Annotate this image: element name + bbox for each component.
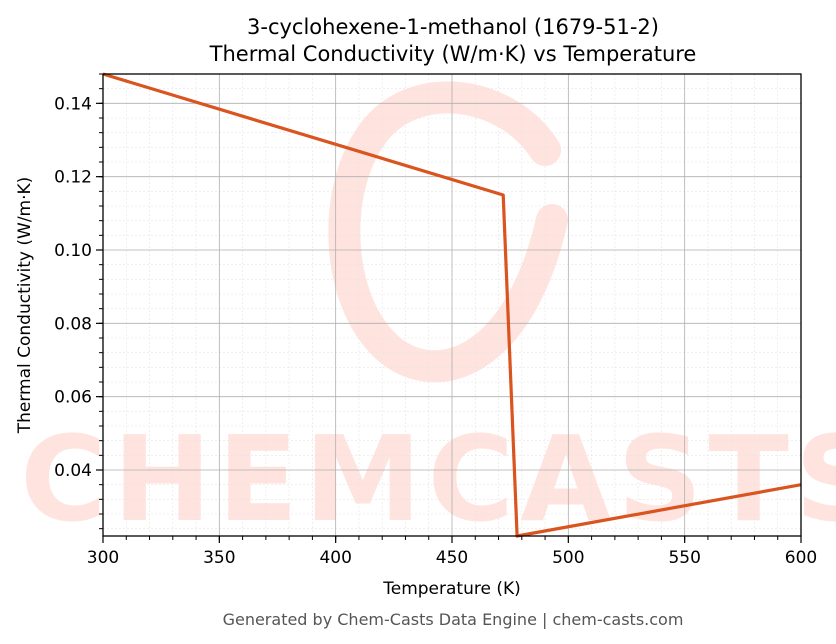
x-tick-label: 600 — [785, 548, 817, 568]
x-axis-label: Temperature (K) — [382, 579, 521, 599]
y-tick-label: 0.10 — [54, 241, 92, 261]
grid — [102, 73, 802, 536]
x-tick-label: 400 — [319, 548, 351, 568]
x-tick-label: 300 — [87, 548, 119, 568]
x-tick-label: 500 — [552, 548, 584, 568]
footer-credit: Generated by Chem-Casts Data Engine | ch… — [223, 610, 684, 629]
series-layer — [102, 72, 802, 538]
watermark-logo — [328, 81, 568, 383]
y-tick-label: 0.14 — [54, 94, 92, 114]
y-axis-label: Thermal Conductivity (W/m·K) — [15, 177, 35, 435]
ticks: 300 350 400 450 500 550 600 0.04 0.06 0.08 0.10 0.1… — [54, 73, 817, 568]
series-line — [102, 72, 802, 538]
x-tick-label: 550 — [668, 548, 700, 568]
y-tick-label: 0.06 — [54, 388, 92, 408]
y-tick-label: 0.08 — [54, 314, 92, 334]
watermark-text: CHEMCASTS — [20, 410, 836, 548]
plot-area: CHEMCASTS — [20, 74, 836, 548]
y-tick-label: 0.12 — [54, 168, 92, 188]
y-tick-label: 0.04 — [54, 461, 92, 481]
chart-subtitle: Thermal Conductivity (W/m·K) vs Temperat… — [209, 42, 697, 66]
x-tick-label: 450 — [436, 548, 468, 568]
chart-title: 3-cyclohexene-1-methanol (1679-51-2) — [247, 15, 659, 39]
x-tick-label: 350 — [203, 548, 235, 568]
